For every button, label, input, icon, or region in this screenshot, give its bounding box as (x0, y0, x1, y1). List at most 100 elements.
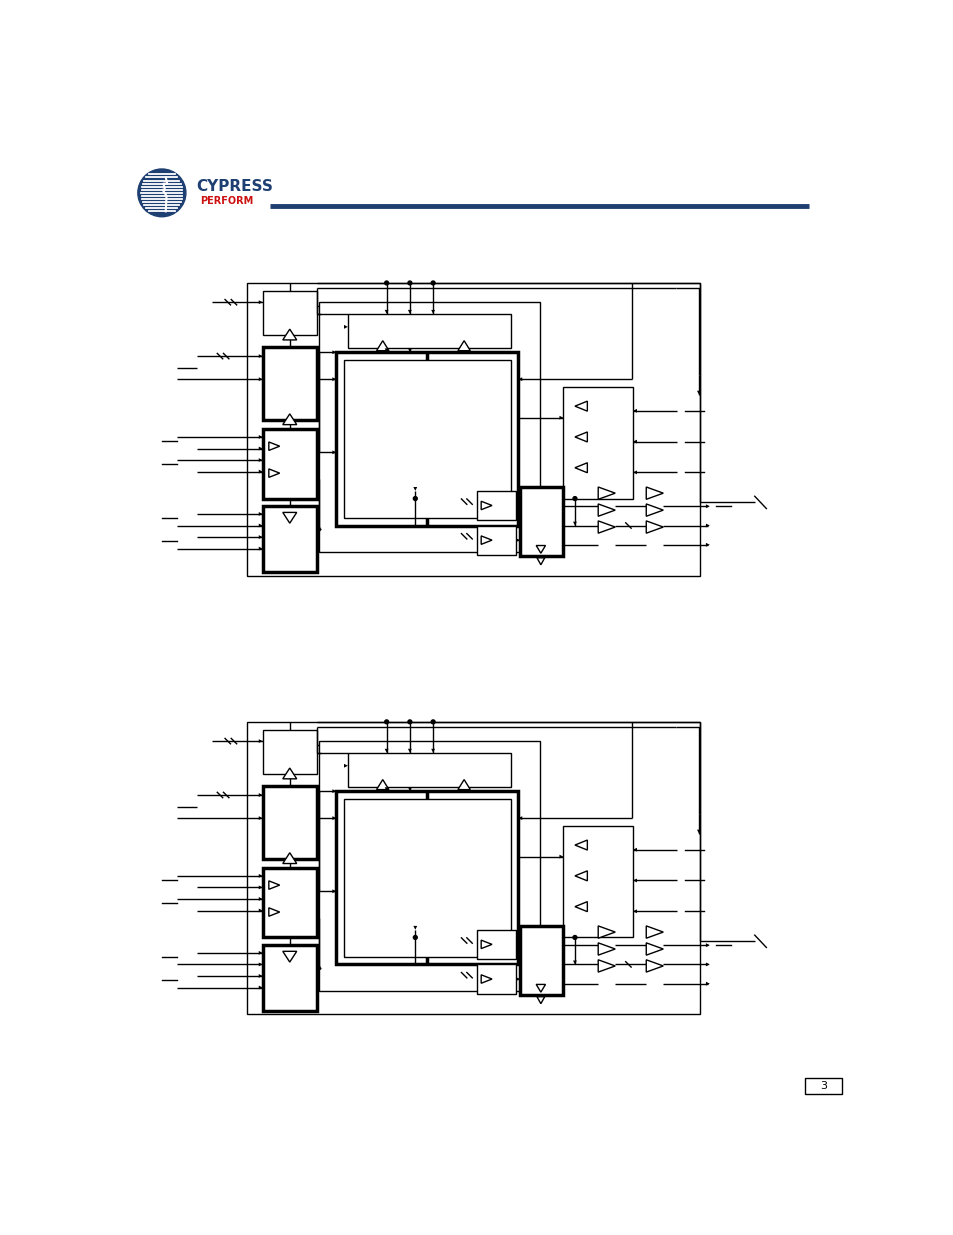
Polygon shape (697, 390, 700, 395)
Polygon shape (645, 926, 662, 939)
Bar (247, 721, 700, 1014)
Polygon shape (258, 535, 262, 538)
Polygon shape (413, 487, 416, 490)
Polygon shape (575, 840, 587, 850)
Polygon shape (384, 310, 388, 314)
Polygon shape (598, 504, 615, 516)
Polygon shape (598, 926, 615, 939)
Polygon shape (258, 547, 262, 551)
Polygon shape (598, 521, 615, 534)
Bar (519, 487, 562, 556)
Polygon shape (537, 997, 544, 1004)
Polygon shape (573, 521, 577, 526)
Polygon shape (575, 902, 587, 911)
Bar (335, 352, 517, 526)
Polygon shape (258, 974, 262, 978)
Polygon shape (408, 310, 412, 314)
Polygon shape (431, 310, 435, 314)
Polygon shape (573, 961, 577, 965)
Polygon shape (282, 330, 296, 340)
Polygon shape (258, 816, 262, 820)
Bar (262, 785, 316, 858)
Polygon shape (258, 962, 262, 966)
Polygon shape (408, 348, 412, 352)
Polygon shape (480, 940, 492, 948)
Polygon shape (258, 951, 262, 955)
Polygon shape (633, 909, 637, 913)
Bar (247, 283, 700, 576)
Bar (262, 347, 316, 420)
Bar (262, 290, 316, 336)
Polygon shape (258, 447, 262, 451)
Polygon shape (282, 414, 296, 425)
Polygon shape (384, 748, 388, 752)
Polygon shape (480, 974, 492, 983)
Polygon shape (258, 300, 262, 304)
Polygon shape (575, 871, 587, 881)
Circle shape (431, 282, 435, 285)
Polygon shape (332, 351, 335, 354)
Polygon shape (258, 793, 262, 797)
Polygon shape (480, 536, 492, 545)
Polygon shape (697, 830, 700, 834)
Polygon shape (558, 416, 562, 420)
Polygon shape (705, 524, 709, 527)
Polygon shape (258, 897, 262, 900)
Circle shape (573, 936, 577, 940)
Polygon shape (633, 409, 637, 412)
Polygon shape (282, 951, 296, 962)
Polygon shape (633, 847, 637, 852)
Polygon shape (408, 748, 412, 752)
Polygon shape (517, 816, 521, 820)
Polygon shape (645, 504, 662, 516)
Circle shape (413, 936, 416, 940)
Polygon shape (536, 984, 545, 992)
Circle shape (408, 282, 412, 285)
Polygon shape (598, 960, 615, 972)
Polygon shape (258, 513, 262, 516)
Polygon shape (282, 513, 296, 524)
Bar (319, 741, 539, 992)
Polygon shape (575, 401, 587, 411)
Polygon shape (645, 960, 662, 972)
Circle shape (384, 282, 388, 285)
Bar (262, 430, 316, 499)
Polygon shape (705, 982, 709, 986)
Polygon shape (517, 377, 521, 382)
Polygon shape (413, 926, 416, 930)
Polygon shape (633, 440, 637, 443)
Polygon shape (536, 546, 545, 553)
Polygon shape (258, 740, 262, 743)
Polygon shape (316, 527, 320, 531)
Polygon shape (258, 524, 262, 527)
Polygon shape (457, 779, 470, 789)
Polygon shape (376, 779, 389, 789)
Bar (476, 930, 516, 960)
Polygon shape (344, 325, 348, 329)
Polygon shape (645, 487, 662, 499)
Polygon shape (258, 469, 262, 473)
Circle shape (384, 720, 388, 724)
Polygon shape (516, 504, 519, 508)
Polygon shape (332, 451, 335, 454)
Bar (562, 826, 633, 937)
Polygon shape (516, 977, 519, 981)
Bar (319, 303, 539, 552)
Bar (344, 359, 510, 517)
Polygon shape (269, 469, 279, 478)
Circle shape (408, 720, 412, 724)
Polygon shape (598, 942, 615, 955)
Bar (476, 526, 516, 555)
Polygon shape (376, 341, 389, 351)
Polygon shape (705, 543, 709, 547)
Bar (262, 868, 316, 937)
Text: 3: 3 (820, 1081, 826, 1091)
Bar (344, 799, 510, 957)
Bar (476, 490, 516, 520)
Polygon shape (282, 852, 296, 863)
Polygon shape (408, 787, 412, 792)
Polygon shape (269, 881, 279, 889)
Polygon shape (480, 501, 492, 510)
Polygon shape (332, 789, 335, 793)
Circle shape (413, 496, 416, 500)
